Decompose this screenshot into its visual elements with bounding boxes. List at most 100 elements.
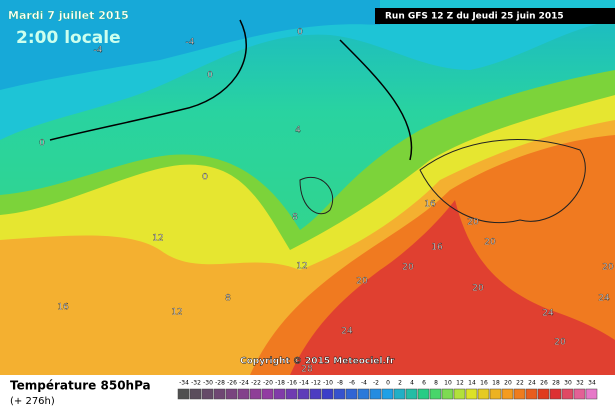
scale-label: -28 [215, 380, 225, 387]
scale-label: 28 [552, 380, 560, 387]
scale-swatch [237, 388, 250, 400]
scale-swatch [369, 388, 382, 400]
scale-swatch [585, 388, 598, 400]
contour-label: 0 [297, 28, 303, 38]
run-label: Run GFS 12 Z du Jeudi 25 juin 2015 [385, 12, 564, 22]
scale-swatch [213, 388, 226, 400]
contour-label: 16 [57, 303, 69, 313]
colder-zone [0, 0, 380, 90]
scale-swatch [477, 388, 490, 400]
scale-swatch [405, 388, 418, 400]
scale-label: -8 [337, 380, 343, 387]
scale-swatch [285, 388, 298, 400]
scale-swatch [297, 388, 310, 400]
scale-label: 4 [410, 380, 414, 387]
scale-label: -22 [251, 380, 261, 387]
scale-swatch [393, 388, 406, 400]
scale-swatch [357, 388, 370, 400]
scale-label: -2 [373, 380, 379, 387]
scale-label: -30 [203, 380, 213, 387]
scale-label: 22 [516, 380, 524, 387]
scale-swatch [417, 388, 430, 400]
date-label: Mardi 7 juillet 2015 [8, 9, 129, 22]
scale-label: -6 [349, 380, 355, 387]
contour-label: 12 [152, 234, 163, 244]
scale-label: 24 [528, 380, 536, 387]
scale-label: -12 [311, 380, 321, 387]
scale-label: 12 [456, 380, 464, 387]
contour-label: 8 [292, 213, 298, 223]
scale-swatch [573, 388, 586, 400]
scale-swatch [249, 388, 262, 400]
legend-title: Température 850hPa [10, 379, 151, 393]
contour-label: 0 [202, 173, 208, 183]
scale-label: 30 [564, 380, 572, 387]
contour-label: 16 [431, 243, 443, 253]
scale-swatch [441, 388, 454, 400]
scale-label: -10 [323, 380, 333, 387]
scale-swatch [561, 388, 574, 400]
contour-label: 28 [301, 365, 313, 375]
local-time: 2:00 locale [16, 28, 121, 48]
very-hot-zone [290, 200, 615, 375]
contour-label: 20 [356, 277, 368, 287]
scale-label: -4 [361, 380, 367, 387]
contour-label: 24 [542, 309, 554, 319]
scale-swatch [201, 388, 214, 400]
scale-label: 8 [434, 380, 438, 387]
scale-swatch [273, 388, 286, 400]
scale-swatch [225, 388, 238, 400]
legend-lead: (+ 276h) [10, 396, 55, 407]
contour-label: 20 [602, 263, 614, 273]
scale-swatch [177, 388, 190, 400]
scale-label: -14 [299, 380, 309, 387]
contour-label: 20 [554, 338, 566, 348]
scale-label: 34 [588, 380, 596, 387]
scale-swatch [321, 388, 334, 400]
copyright: Copyright © 2015 Meteociel.fr [240, 357, 395, 367]
scale-swatch [333, 388, 346, 400]
contour-label: -4 [94, 46, 103, 56]
scale-swatch [453, 388, 466, 400]
scale-label: 18 [492, 380, 500, 387]
scale-swatch [549, 388, 562, 400]
scale-swatch [537, 388, 550, 400]
contour-label: 16 [424, 200, 436, 210]
contour-label: 8 [225, 294, 231, 304]
scale-label: -16 [287, 380, 297, 387]
scale-label: 14 [468, 380, 476, 387]
contour-label: 20 [402, 263, 414, 273]
scale-label: 2 [398, 380, 402, 387]
contour-label: 24 [598, 294, 610, 304]
contour-label: 20 [467, 218, 479, 228]
coastline [49, 19, 413, 161]
scale-swatch [489, 388, 502, 400]
scale-swatch [429, 388, 442, 400]
scale-swatch [465, 388, 478, 400]
scale-swatch [261, 388, 274, 400]
borders [299, 139, 586, 224]
scale-label: 26 [540, 380, 548, 387]
contour-label: 4 [295, 126, 301, 136]
scale-label: 20 [504, 380, 512, 387]
scale-label: 10 [444, 380, 452, 387]
scale-label: -32 [191, 380, 201, 387]
scale-label: -24 [239, 380, 249, 387]
scale-swatch [189, 388, 202, 400]
scale-label: -18 [275, 380, 285, 387]
scale-swatch [309, 388, 322, 400]
scale-swatch [513, 388, 526, 400]
contour-label: 12 [171, 308, 182, 318]
contour-label: -4 [186, 38, 195, 48]
scale-label: 16 [480, 380, 488, 387]
scale-swatch [525, 388, 538, 400]
contour-label: 20 [472, 284, 484, 294]
contour-label: 20 [484, 238, 496, 248]
scale-label: 32 [576, 380, 584, 387]
scale-swatch [501, 388, 514, 400]
contour-label: 0 [39, 139, 45, 149]
scale-swatch [381, 388, 394, 400]
contour-label: 24 [341, 327, 353, 337]
